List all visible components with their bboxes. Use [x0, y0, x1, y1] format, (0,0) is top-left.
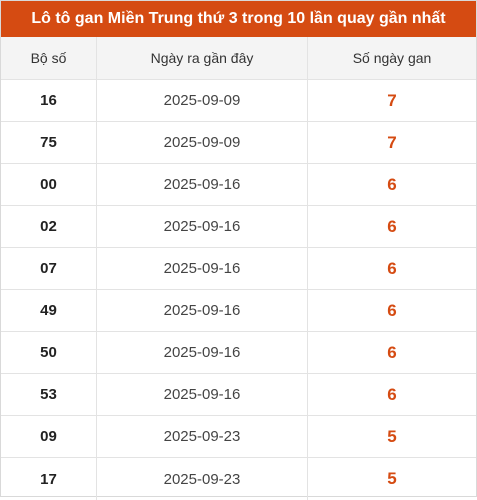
- column-header-number: Bộ số: [1, 37, 97, 79]
- cell-number: 53: [1, 374, 97, 415]
- cell-gap-days: 6: [387, 342, 397, 362]
- table-row: 50 2025-09-16 6: [1, 332, 476, 374]
- cell-gap-days: 6: [387, 174, 397, 194]
- cell-last-date: 2025-09-16: [97, 374, 308, 415]
- cell-number: 75: [1, 122, 97, 163]
- cell-number: 00: [1, 164, 97, 205]
- cell-number: 07: [1, 248, 97, 289]
- table-body: 16 2025-09-09 7 75 2025-09-09 7 00 2025-…: [1, 80, 476, 500]
- cell-last-date: 2025-09-16: [97, 248, 308, 289]
- cell-gap-days: 7: [387, 132, 397, 152]
- cell-last-date: 2025-09-16: [97, 332, 308, 373]
- table-title: Lô tô gan Miền Trung thứ 3 trong 10 lần …: [1, 1, 476, 37]
- cell-number: 17: [1, 458, 97, 500]
- cell-gap-days: 6: [387, 384, 397, 404]
- table-row: 75 2025-09-09 7: [1, 122, 476, 164]
- column-header-gap-days: Số ngày gan: [352, 50, 432, 66]
- table-row: 17 2025-09-23 5: [1, 458, 476, 500]
- column-header-last-date: Ngày ra gần đây: [97, 37, 308, 79]
- cell-last-date: 2025-09-23: [97, 458, 308, 500]
- cell-gap-days: 5: [387, 469, 397, 488]
- cell-last-date: 2025-09-16: [97, 290, 308, 331]
- table-row: 00 2025-09-16 6: [1, 164, 476, 206]
- cell-gap-days: 6: [387, 258, 397, 278]
- table-row: 16 2025-09-09 7: [1, 80, 476, 122]
- cell-last-date: 2025-09-16: [97, 164, 308, 205]
- table-header: Bộ số Ngày ra gần đây Số ngày gan: [1, 37, 476, 80]
- cell-gap-days: 6: [387, 300, 397, 320]
- cell-gap-days: 5: [387, 426, 397, 446]
- table-row: 49 2025-09-16 6: [1, 290, 476, 332]
- cell-last-date: 2025-09-16: [97, 206, 308, 247]
- table-row: 02 2025-09-16 6: [1, 206, 476, 248]
- cell-gap-days: 7: [387, 90, 397, 110]
- cell-number: 16: [1, 80, 97, 121]
- cell-number: 09: [1, 416, 97, 457]
- table-row: 09 2025-09-23 5: [1, 416, 476, 458]
- cell-number: 50: [1, 332, 97, 373]
- cell-last-date: 2025-09-09: [97, 80, 308, 121]
- cell-last-date: 2025-09-23: [97, 416, 308, 457]
- cell-gap-days: 6: [387, 216, 397, 236]
- table-row: 07 2025-09-16 6: [1, 248, 476, 290]
- cell-number: 49: [1, 290, 97, 331]
- table-row: 53 2025-09-16 6: [1, 374, 476, 416]
- cell-number: 02: [1, 206, 97, 247]
- cell-last-date: 2025-09-09: [97, 122, 308, 163]
